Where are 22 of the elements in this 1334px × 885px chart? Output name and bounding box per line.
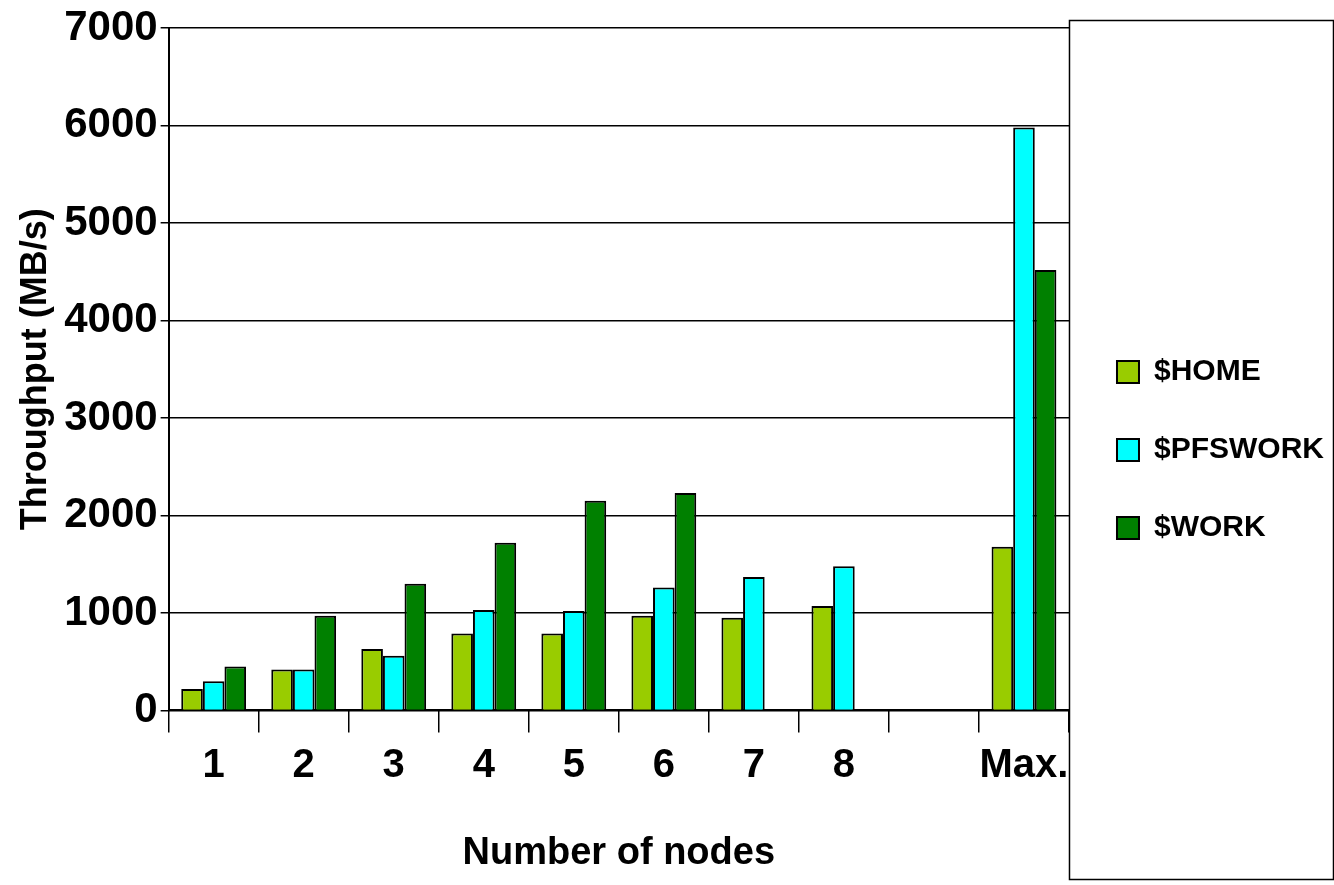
legend-label: $WORK: [1153, 509, 1266, 543]
x-tick-label: 7: [742, 741, 765, 786]
y-tick-label: 1000: [64, 586, 158, 634]
y-tick-label: 3000: [64, 391, 158, 439]
x-tick-label: 8: [832, 741, 856, 786]
y-tick-label: 2000: [64, 489, 158, 537]
legend-label: $HOME: [1153, 353, 1261, 387]
y-axis-title: Throughput (MB/s): [12, 208, 54, 531]
y-tick-label: 0: [134, 683, 158, 731]
x-tick-label: 3: [382, 741, 405, 786]
x-tick-label: 5: [562, 741, 585, 786]
x-axis-title: Number of nodes: [462, 829, 776, 872]
y-tick-label: 5000: [64, 196, 158, 244]
x-tick-label: 6: [652, 741, 675, 786]
y-tick-label: 4000: [64, 294, 158, 342]
legend-label: $PFSWORK: [1153, 431, 1325, 465]
x-tick-label: 4: [472, 741, 496, 786]
y-tick-label: 6000: [64, 99, 158, 147]
x-tick-label: Max.: [979, 741, 1069, 786]
y-tick-label: 7000: [64, 1, 158, 49]
x-tick-label: 1: [202, 741, 225, 786]
x-tick-label: 2: [292, 741, 315, 786]
